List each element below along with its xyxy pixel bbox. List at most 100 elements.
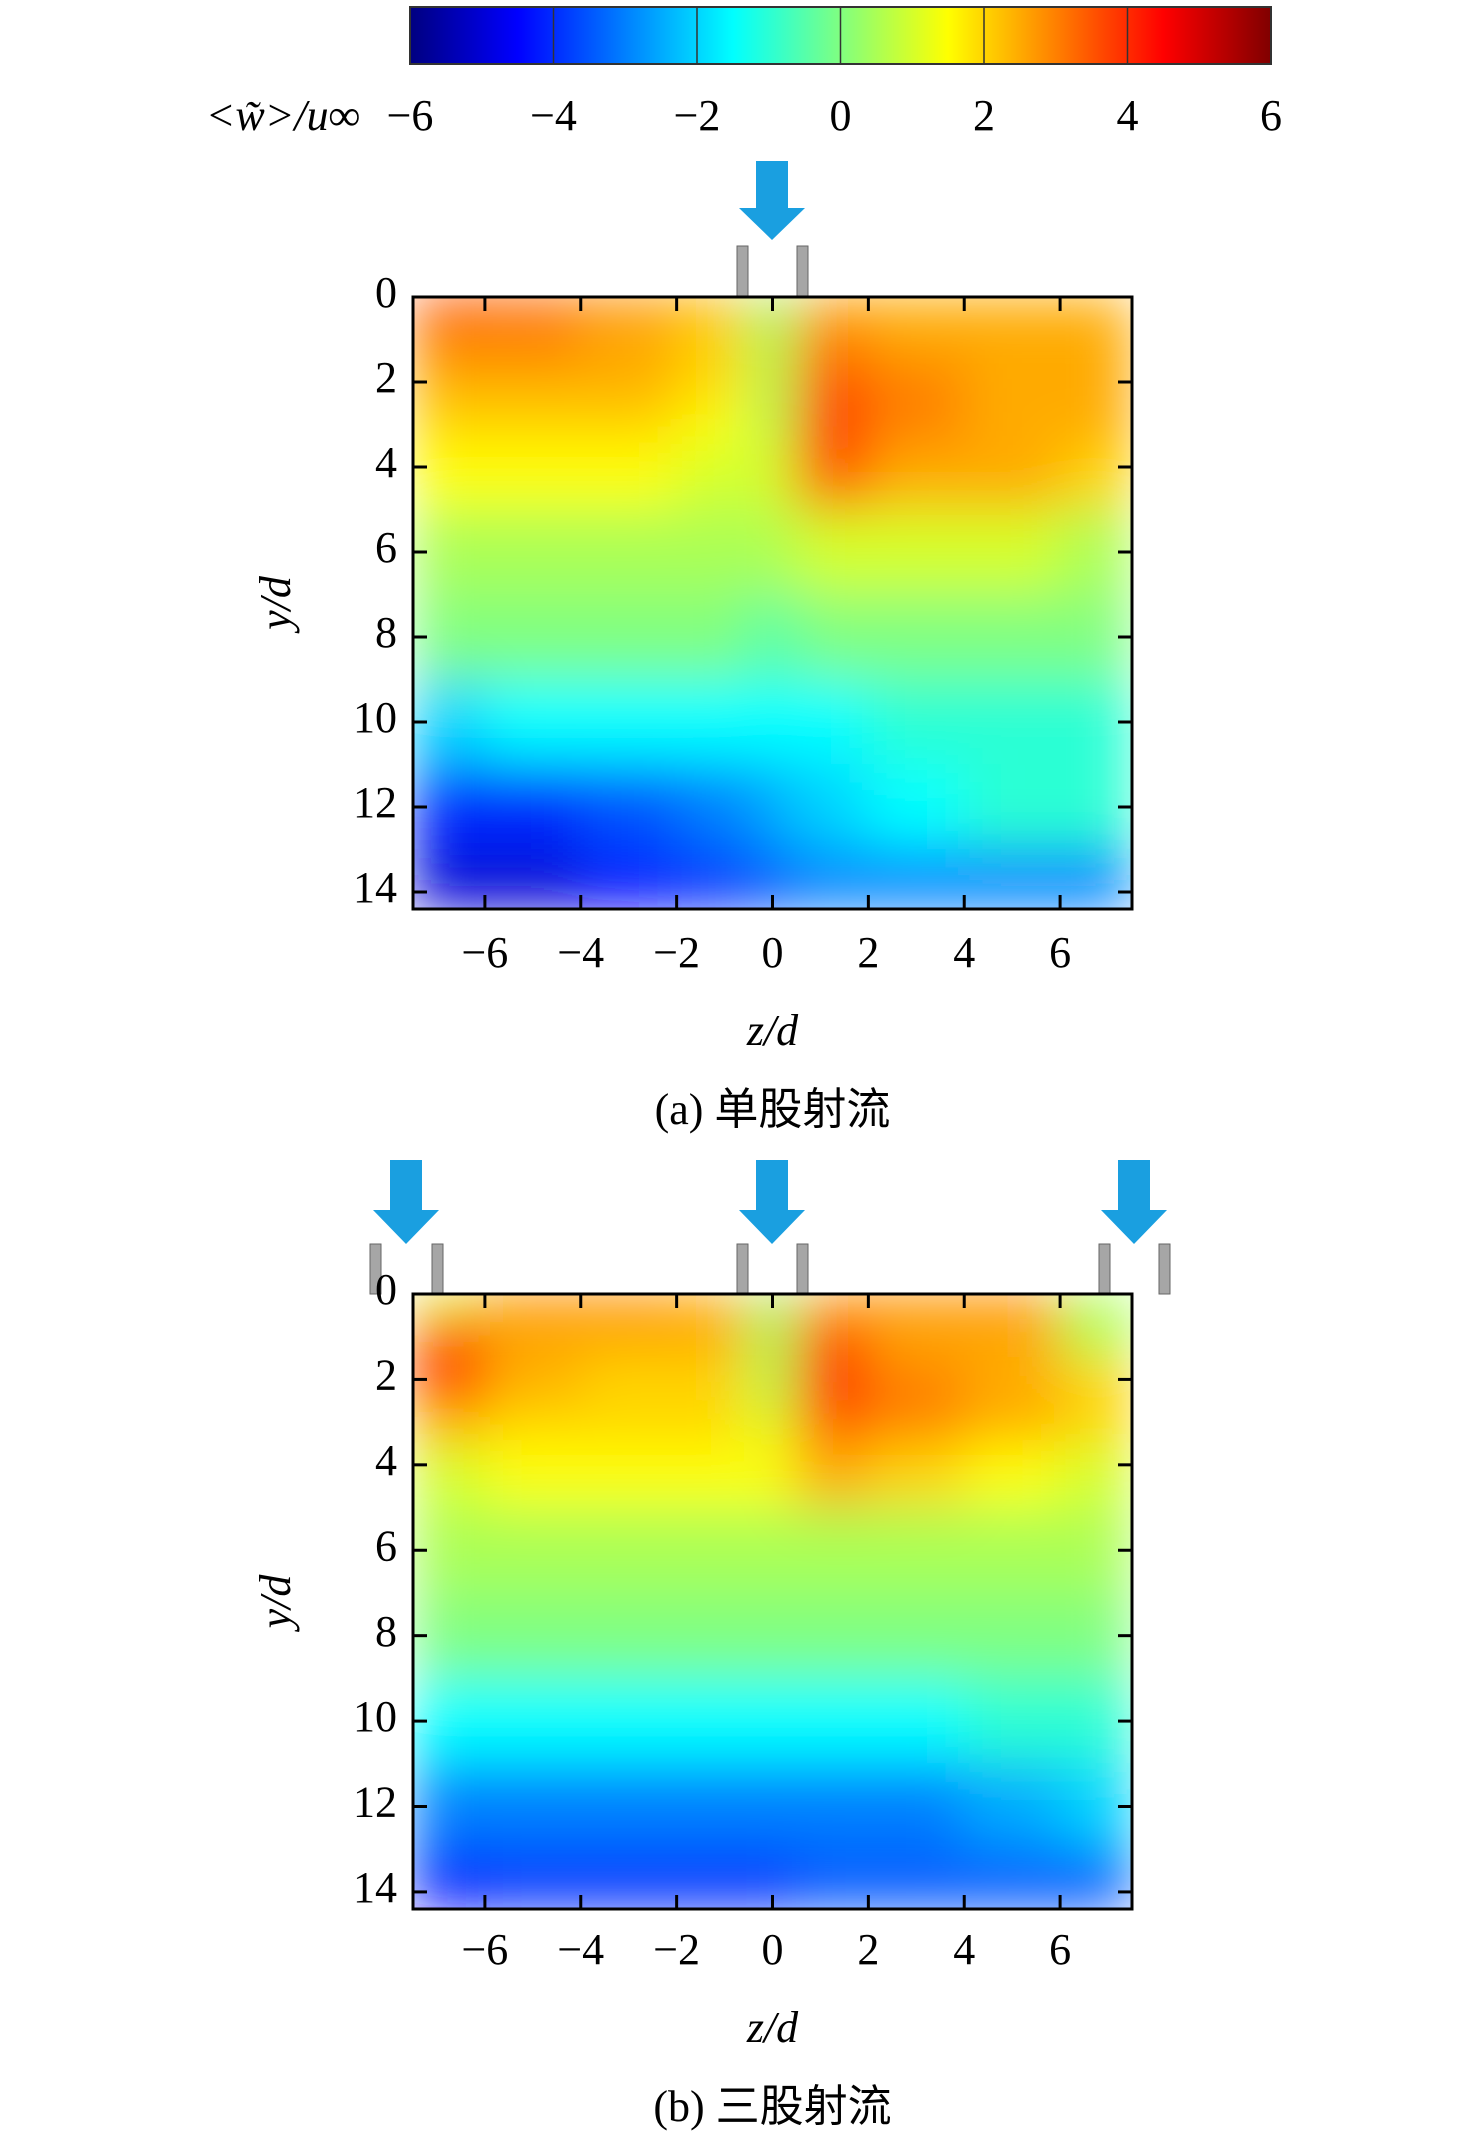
heatmap-cell (580, 679, 678, 765)
heatmap-cell (676, 1442, 750, 1509)
y-tick-label: 0 (375, 1265, 397, 1314)
heatmap-cell (795, 509, 869, 595)
heatmap-cell (963, 360, 1061, 404)
heatmap-cell (963, 297, 1061, 319)
heatmap-cell (676, 509, 750, 595)
heatmap-cell (413, 1848, 486, 1909)
heatmap-cell (484, 849, 582, 909)
x-tick-label: −2 (653, 1925, 700, 1974)
heatmap-cell (580, 509, 678, 595)
heatmap-cell (484, 402, 582, 447)
heatmap-cell (748, 445, 797, 510)
heatmap-cell (867, 594, 965, 680)
heatmap-cell (484, 1763, 582, 1850)
heatmap-cell (484, 1442, 582, 1509)
heatmap-cell (413, 1400, 486, 1444)
heatmap-cell (484, 1294, 582, 1316)
heatmap-cell (580, 1592, 678, 1679)
colorbar-tick-label: 4 (1117, 91, 1139, 140)
heatmap-cell (484, 509, 582, 595)
heatmap-cell (963, 1507, 1061, 1594)
heatmap-cell (748, 402, 797, 447)
y-tick-label: 4 (375, 1436, 397, 1485)
heatmap-cell (867, 679, 965, 765)
heatmap-cell (748, 679, 797, 765)
heatmap-cell (867, 849, 965, 909)
heatmap-cell (484, 764, 582, 850)
x-tick-label: 4 (953, 928, 975, 977)
jet-arrow (1101, 1160, 1167, 1244)
heatmap-cell (867, 1848, 965, 1909)
y-tick-label: 10 (353, 693, 397, 742)
heatmap-cell (963, 1677, 1061, 1765)
heatmap-cell (963, 1357, 1061, 1402)
heatmap-cell (963, 509, 1061, 595)
heatmap-cell (748, 360, 797, 404)
y-axis-label: y/d (251, 1574, 300, 1633)
heatmap-cell (413, 1314, 486, 1359)
x-tick-label: −6 (461, 928, 508, 977)
heatmap-cell (963, 317, 1061, 362)
x-axis-label: z/d (746, 2003, 799, 2052)
heatmap-cell (1059, 1848, 1132, 1909)
heatmap-cell (748, 509, 797, 595)
heatmap-cell (484, 445, 582, 510)
heatmap-cell (795, 1763, 869, 1850)
heatmap-cell (963, 445, 1061, 510)
colorbar-tick-label: 0 (830, 91, 852, 140)
heatmap-cell (580, 297, 678, 319)
heatmap-cell (1059, 1314, 1132, 1359)
y-tick-label: 14 (353, 863, 397, 912)
heatmap-cell (1059, 297, 1132, 319)
y-axis-label: y/d (251, 575, 300, 634)
heatmap-cells (413, 1294, 1132, 1909)
heatmap-cell (795, 764, 869, 850)
heatmap-cell (413, 445, 486, 510)
heatmap-cell (795, 1357, 869, 1402)
x-axis-label: z/d (746, 1006, 799, 1055)
heatmap-cell (748, 1400, 797, 1444)
nozzle (736, 1243, 749, 1295)
heatmap-cell (795, 1442, 869, 1509)
panel-caption: (a) 单股射流 (655, 1085, 891, 1134)
heatmap-cell (580, 1294, 678, 1316)
y-tick-label: 6 (375, 1521, 397, 1570)
colorbar-tick-label: −2 (674, 91, 721, 140)
heatmap-cell (795, 849, 869, 909)
heatmap-cell (748, 317, 797, 362)
y-tick-label: 2 (375, 353, 397, 402)
nozzle (1098, 1243, 1111, 1295)
heatmap-cell (676, 1357, 750, 1402)
heatmap-cell (748, 594, 797, 680)
heatmap-cell (580, 1763, 678, 1850)
heatmap-cell (580, 1314, 678, 1359)
heatmap-cell (963, 1848, 1061, 1909)
heatmap-cell (484, 1677, 582, 1765)
colorbar-label: <w̃>/u∞ (206, 91, 360, 140)
heatmap-cell (867, 1400, 965, 1444)
heatmap-cell (748, 1763, 797, 1850)
heatmap-cell (676, 1294, 750, 1316)
heatmap-cell (1059, 402, 1132, 447)
heatmap-cell (795, 360, 869, 404)
y-tick-label: 2 (375, 1351, 397, 1400)
heatmap-cell (867, 1763, 965, 1850)
heatmap-cell (867, 1507, 965, 1594)
heatmap-cell (1059, 445, 1132, 510)
nozzle (796, 1243, 809, 1295)
heatmap-cell (580, 764, 678, 850)
heatmap-cell (413, 317, 486, 362)
heatmap-cell (795, 679, 869, 765)
x-tick-label: −2 (653, 928, 700, 977)
heatmap-cell (867, 764, 965, 850)
heatmap-cell (1059, 317, 1132, 362)
heatmap-cell (795, 1294, 869, 1316)
jet-arrow (739, 1160, 805, 1244)
heatmap-cell (676, 1314, 750, 1359)
y-tick-label: 8 (375, 608, 397, 657)
heatmap-cell (484, 679, 582, 765)
heatmap-cell (867, 1314, 965, 1359)
heatmap-cell (580, 1677, 678, 1765)
colorbar-tick-label: 2 (973, 91, 995, 140)
heatmap-cell (748, 764, 797, 850)
